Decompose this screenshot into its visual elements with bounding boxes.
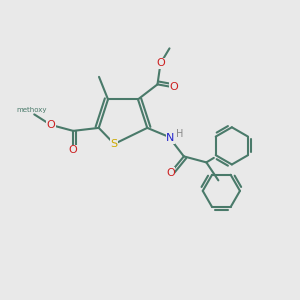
Text: O: O bbox=[166, 168, 175, 178]
Text: H: H bbox=[176, 129, 183, 139]
Text: methoxy: methoxy bbox=[16, 107, 46, 113]
Text: O: O bbox=[156, 58, 165, 68]
Text: N: N bbox=[166, 134, 175, 143]
Text: S: S bbox=[111, 139, 118, 149]
Text: O: O bbox=[169, 82, 178, 92]
Text: O: O bbox=[46, 120, 55, 130]
Text: O: O bbox=[69, 146, 78, 155]
